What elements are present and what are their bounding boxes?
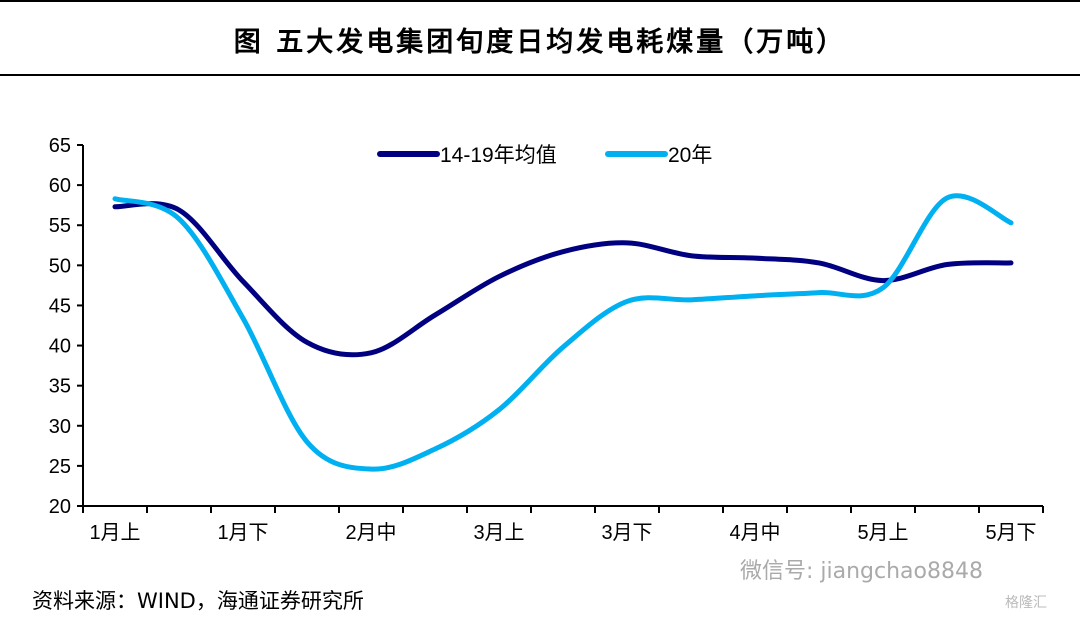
y-tick-label: 20 [49,496,71,518]
y-tick-label: 25 [49,456,71,478]
top-rule [0,0,1080,2]
x-tick-label: 1月下 [217,522,268,544]
logo-watermark: 格隆汇 [1005,595,1047,611]
series-line-2 [112,193,1014,472]
source-note: 资料来源：WIND，海通证券研究所 [32,589,364,613]
line-chart: 20 25 30 35 40 45 50 55 60 65 1月上 1月下 2月中 3月上 3月下 4月中 5月… [49,135,1044,544]
chart-title: 图 五大发电集团旬度日均发电耗煤量（万吨） [233,27,847,58]
y-tick-label: 60 [49,175,71,197]
y-tick-label: 65 [49,135,71,157]
x-tick-label: 3月上 [473,521,524,544]
x-tick-label: 1月上 [89,521,140,544]
x-tick-label: 3月下 [601,522,652,544]
x-tick-label: 4月中 [729,521,780,544]
series-line-1 [112,201,1014,358]
y-tick-label: 40 [49,336,71,358]
y-tick-label: 35 [49,376,71,398]
legend-label: 14-19年均值 [440,144,557,167]
x-tick-label: 5月下 [985,522,1036,544]
legend-label: 20年 [668,144,712,167]
y-tick-label: 30 [49,416,71,438]
y-tick-label: 50 [49,255,71,277]
watermark: 微信号: jiangchao8848 [740,559,983,584]
y-tick-label: 45 [49,295,71,317]
title-rule [0,74,1080,76]
y-tick-label: 55 [49,215,71,237]
x-tick-label: 5月上 [857,521,908,544]
x-tick-label: 2月中 [345,521,396,544]
